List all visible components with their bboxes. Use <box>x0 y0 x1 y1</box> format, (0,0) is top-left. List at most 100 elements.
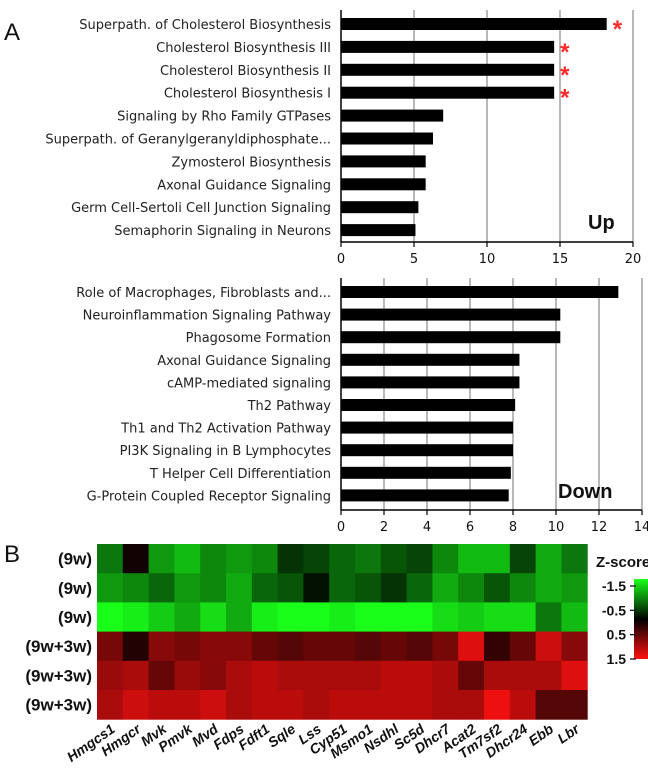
heatmap-gene-label: Lbr <box>554 720 583 747</box>
heatmap-cell <box>535 602 562 633</box>
heatmap-row-label: (9w) <box>58 608 92 627</box>
up-bar <box>341 40 555 53</box>
heatmap-cell <box>329 573 356 603</box>
heatmap-cell <box>355 602 382 633</box>
heatmap-cell <box>355 660 382 691</box>
down-bar <box>341 308 561 321</box>
heatmap-cell <box>97 631 124 662</box>
up-x-tick-label: 5 <box>410 252 418 267</box>
heatmap-cell <box>303 631 330 662</box>
heatmap-cell <box>380 544 408 574</box>
heatmap-cell <box>535 660 562 691</box>
heatmap-cell <box>355 544 382 574</box>
heatmap-cell <box>484 602 511 633</box>
zscore-tick-label: -0.5 <box>602 602 626 618</box>
up-category-label: Cholesterol Biosynthesis III <box>156 41 331 56</box>
heatmap-cell <box>355 573 382 603</box>
chart-downregulated-pathways: Role of Macrophages, Fibroblasts and... N… <box>76 278 648 535</box>
heatmap-cell <box>148 544 175 574</box>
heatmap-cell <box>329 660 356 691</box>
heatmap-cell <box>561 631 588 662</box>
heatmap-row-label: (9w) <box>58 579 92 598</box>
heatmap-cell <box>97 573 124 603</box>
up-x-tick-label: 0 <box>337 252 345 267</box>
heatmap-cell <box>509 544 537 574</box>
heatmap-cell <box>226 602 253 633</box>
heatmap-cell <box>200 544 227 574</box>
up-bar <box>341 155 426 168</box>
heatmap-cell <box>97 544 124 574</box>
heatmap-cell <box>329 602 356 633</box>
down-category-label: Axonal Guidance Signaling <box>157 354 331 369</box>
heatmap-cell <box>303 573 330 603</box>
heatmap-cell <box>303 544 330 574</box>
heatmap-cell <box>380 602 408 633</box>
heatmap-cell <box>277 573 304 603</box>
heatmap-cell <box>406 573 433 603</box>
heatmap-cell <box>174 602 201 633</box>
heatmap-cell <box>561 602 588 633</box>
down-category-label: Th2 Pathway <box>247 399 332 414</box>
heatmap-row-label: (9w+3w) <box>25 666 92 685</box>
heatmap-cell <box>458 573 485 603</box>
heatmap-cell <box>329 544 356 574</box>
down-x-tick-label: 10 <box>548 520 565 535</box>
heatmap-cell <box>329 631 356 662</box>
significance-star: * <box>560 62 570 89</box>
heatmap-cell <box>148 602 175 633</box>
heatmap-cell <box>509 631 537 662</box>
heatmap-cell <box>277 602 304 633</box>
heatmap-cell <box>200 573 227 603</box>
heatmap-cell <box>226 544 253 574</box>
heatmap-row-label: (9w) <box>58 550 92 569</box>
down-bar <box>341 331 561 344</box>
heatmap-cell <box>509 602 537 633</box>
heatmap-cell <box>97 602 124 633</box>
heatmap-cell <box>251 602 279 633</box>
heatmap-cell <box>174 544 201 574</box>
down-label: Down <box>558 481 612 503</box>
heatmap-cell <box>406 544 433 574</box>
heatmap-cell <box>561 573 588 603</box>
heatmap-cell <box>122 573 150 603</box>
down-bar <box>341 421 513 434</box>
heatmap-cell <box>277 544 304 574</box>
down-bar <box>341 399 516 411</box>
heatmap-cell <box>251 631 279 662</box>
heatmap-cell <box>226 660 253 691</box>
significance-star: * <box>560 85 570 112</box>
down-category-label: Neuroinflammation Signaling Pathway <box>83 309 332 324</box>
up-category-label: Cholesterol Biosynthesis II <box>160 64 331 79</box>
heatmap-gene-label: Sqle <box>265 720 299 750</box>
heatmap-cell <box>406 660 433 691</box>
heatmap-cell <box>122 660 150 691</box>
heatmap-cell <box>251 660 279 691</box>
heatmap-cell <box>355 690 382 720</box>
heatmap-cell <box>458 631 485 662</box>
heatmap-cell <box>303 660 330 691</box>
heatmap-cell <box>484 573 511 603</box>
heatmap-cell <box>380 660 408 691</box>
up-x-tick-label: 15 <box>552 252 569 267</box>
heatmap-cell <box>380 573 408 603</box>
down-bar <box>341 466 511 479</box>
up-category-label: Signaling by Rho Family GTPases <box>117 110 331 125</box>
up-bar <box>341 18 607 30</box>
heatmap-row-label: (9w+3w) <box>25 637 92 656</box>
heatmap-cell <box>174 573 201 603</box>
heatmap-cell <box>380 690 408 720</box>
heatmap-cell <box>509 690 537 720</box>
heatmap-cell <box>97 660 124 691</box>
heatmap-cell <box>251 544 279 574</box>
heatmap-cell <box>174 660 201 691</box>
heatmap-cell <box>329 690 356 720</box>
heatmap-cell <box>432 544 459 574</box>
heatmap-cell <box>561 660 588 691</box>
heatmap-cell <box>122 690 150 720</box>
zscore-legend: Z-score -1.5 -0.5 0.5 1.5 <box>596 554 648 667</box>
up-bar <box>341 63 555 76</box>
down-bar <box>341 376 520 389</box>
up-x-tick-label: 20 <box>625 252 642 267</box>
down-x-tick-label: 12 <box>591 520 608 535</box>
